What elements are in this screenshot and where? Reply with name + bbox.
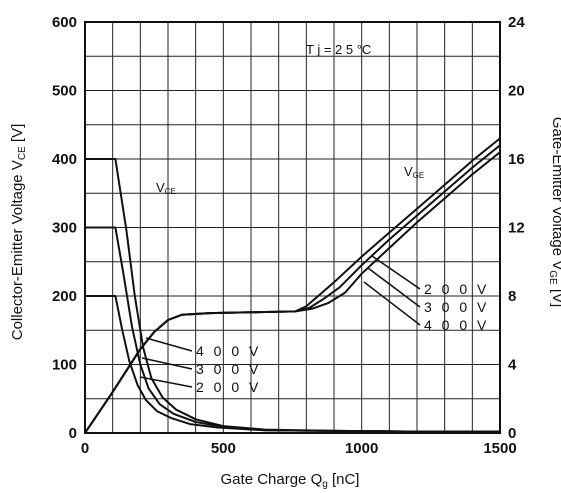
y-axis-right-title: Gate-Emitter Voltage VGE [V] xyxy=(547,117,561,307)
y-left-tick-label: 0 xyxy=(69,425,77,442)
x-tick-label: 500 xyxy=(211,440,236,457)
y-left-tick-label: 100 xyxy=(52,357,77,374)
tick-labels: 0 500 1000 15000100200300400500600048121620… xyxy=(52,14,525,457)
x-tick-label: 1500 xyxy=(483,440,516,457)
vce-curve-label: VCE xyxy=(156,180,176,196)
plot-frame xyxy=(84,21,501,434)
vce-leader-line xyxy=(145,337,193,352)
series-lines xyxy=(84,137,501,434)
vce-series-line xyxy=(85,295,500,433)
vge-series-line xyxy=(84,151,501,434)
vge-curve-label: VGE xyxy=(404,164,424,180)
vge-annotation-label: 4 0 0 V xyxy=(424,317,489,333)
x-axis-title: Gate Charge Qg [nC] xyxy=(221,471,360,490)
vge-annotation-label: 2 0 0 V xyxy=(424,281,489,297)
y-right-tick-label: 4 xyxy=(508,357,517,374)
condition-label: T j = 2 5 °C xyxy=(306,42,371,57)
y-right-tick-label: 12 xyxy=(508,220,525,237)
x-tick-label: 1000 xyxy=(345,440,378,457)
vge-leader-line xyxy=(363,281,421,326)
vce-leader-line xyxy=(139,376,193,388)
y-left-tick-label: 200 xyxy=(52,288,77,305)
vge-leader-line xyxy=(367,267,421,308)
vce-annotation-label: 4 0 0 V xyxy=(196,343,261,359)
y-right-tick-label: 0 xyxy=(508,425,516,442)
grid xyxy=(85,22,500,433)
y-left-tick-label: 400 xyxy=(52,151,77,168)
vce-leader-line xyxy=(141,357,193,370)
y-left-tick-label: 500 xyxy=(52,83,77,100)
vge-leader-line xyxy=(371,255,421,290)
y-right-tick-label: 24 xyxy=(508,14,525,31)
y-right-tick-label: 16 xyxy=(508,151,525,168)
y-left-tick-label: 600 xyxy=(52,14,77,31)
y-left-tick-label: 300 xyxy=(52,220,77,237)
y-right-tick-label: 8 xyxy=(508,288,516,305)
y-axis-left-title: Collector-Emitter Voltage VCE [V] xyxy=(9,124,28,341)
x-tick-label: 0 xyxy=(81,440,89,457)
vge-annotation-label: 3 0 0 V xyxy=(424,299,489,315)
vce-annotation-label: 3 0 0 V xyxy=(196,361,261,377)
y-right-tick-label: 20 xyxy=(508,83,525,100)
annotations: 4 0 0 V 3 0 0 V 2 0 0 V 2 0 0 V 3 0 0 V 4 0 0… xyxy=(139,255,489,395)
vce-annotation-label: 2 0 0 V xyxy=(196,379,261,395)
